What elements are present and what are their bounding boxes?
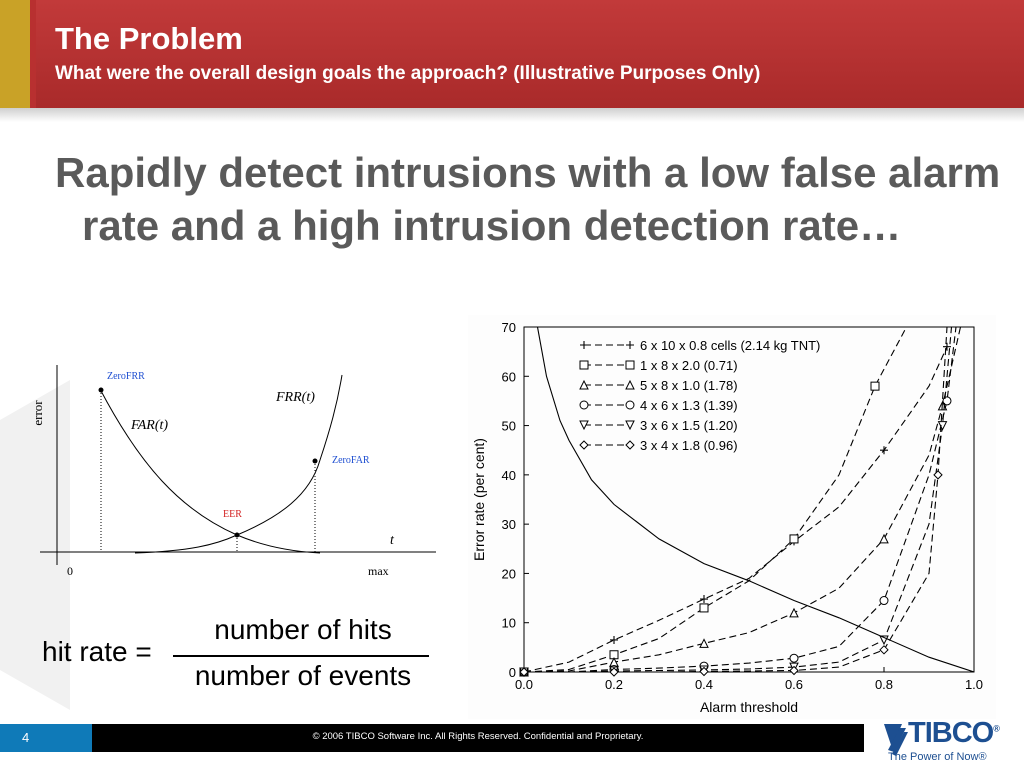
- x-tick-label: 0.4: [695, 677, 713, 692]
- series-line-5: [524, 327, 953, 672]
- y-tick-label: 10: [502, 616, 516, 631]
- frr-label: FRR(t): [275, 390, 315, 405]
- title-bar-shadow: [0, 108, 1024, 122]
- eer-point: [234, 532, 240, 538]
- legend-marker-1: [626, 341, 634, 349]
- legend-label-5: 3 x 6 x 1.5 (1.20): [640, 418, 738, 433]
- series-4-marker: [789, 653, 799, 663]
- legend-marker-4: [625, 400, 635, 410]
- series-3-marker: [789, 607, 799, 618]
- series-line-3: [524, 327, 962, 672]
- x-axis-title: Alarm threshold: [700, 699, 798, 715]
- watermark-logo: [0, 380, 70, 710]
- series-6-marker: [519, 667, 529, 677]
- zerofrr-label: ZeroFRR: [107, 371, 145, 382]
- legend-label-3: 5 x 8 x 1.0 (1.78): [640, 378, 738, 393]
- x-tick-label: 0.0: [515, 677, 533, 692]
- series-1-marker: [610, 635, 618, 644]
- frr-curve: [134, 374, 343, 554]
- legend-marker-2: [579, 360, 589, 370]
- copyright-text: © 2006 TIBCO Software Inc. All Rights Re…: [312, 731, 644, 742]
- zerofrr-point: [98, 387, 104, 393]
- series-6-marker: [879, 645, 889, 655]
- legend-marker-6: [579, 440, 589, 450]
- formula-lhs: hit rate =: [42, 636, 152, 667]
- series-1-marker: [880, 446, 888, 455]
- title-bar-accent: [0, 0, 30, 108]
- formula-denominator: number of events: [194, 660, 412, 691]
- series-2-marker: [789, 534, 799, 544]
- hit-rate-formula: hit rate = number of hits number of even…: [40, 610, 440, 700]
- formula-numerator: number of hits: [214, 614, 392, 645]
- series-4-marker: [879, 596, 889, 606]
- series-6-marker: [933, 470, 943, 480]
- far-curve: [99, 388, 321, 554]
- series-line-4: [524, 327, 957, 672]
- y-tick-label: 0: [509, 665, 516, 680]
- series-6-marker: [699, 666, 709, 677]
- series-line-7: [536, 327, 974, 672]
- plot-frame: [523, 326, 975, 673]
- x-tick-label: 1.0: [965, 677, 983, 692]
- legend-marker-2: [625, 360, 635, 370]
- footer-bar: [0, 724, 864, 752]
- x-tick-label: 0.6: [785, 677, 803, 692]
- x-origin-label: 0: [67, 564, 73, 578]
- legend-marker-4: [579, 400, 589, 410]
- x-tick-label: 0.8: [875, 677, 893, 692]
- slide-title: The Problem: [55, 21, 243, 56]
- zerofar-label: ZeroFAR: [332, 455, 370, 466]
- title-bar: [0, 0, 1024, 108]
- y-tick-label: 20: [502, 566, 516, 581]
- series-line-6: [524, 327, 948, 672]
- series-1-marker: [700, 595, 708, 604]
- fraction-bar: [173, 655, 429, 657]
- legend-marker-3: [579, 379, 589, 390]
- x-max-label: max: [368, 564, 389, 578]
- page-number-box: [0, 724, 92, 752]
- legend-marker-1: [580, 341, 588, 349]
- legend-label-2: 1 x 8 x 2.0 (0.71): [640, 358, 738, 373]
- series-2-marker: [699, 603, 709, 613]
- series-6-marker: [789, 665, 799, 676]
- bullet-point: Rapidly detect intrusions with a low fal…: [55, 149, 1001, 249]
- legend-label-4: 4 x 6 x 1.3 (1.39): [640, 398, 738, 413]
- legend-marker-5: [625, 420, 635, 431]
- series-5-marker: [937, 421, 948, 431]
- error-rate-chart: 0.0 0.2 0.4 0.6 0.8 1.0 0 10 20 30 40 50 60 70 Alarm t…: [468, 315, 996, 719]
- series-3-marker: [699, 638, 709, 648]
- series-2-marker: [870, 381, 880, 391]
- zerofar-point: [312, 458, 318, 464]
- y-tick-label: 60: [502, 369, 516, 384]
- brand-name: TIBCO®: [908, 717, 1000, 749]
- legend-label-6: 3 x 4 x 1.8 (0.96): [640, 438, 738, 453]
- series-6-marker: [609, 667, 619, 677]
- legend-marker-5: [579, 420, 589, 431]
- series-1-marker: [943, 342, 951, 351]
- y-axis-title: Error rate (per cent): [471, 438, 487, 561]
- t-axis-label: t: [390, 533, 395, 548]
- slide-subtitle: What were the overall design goals the a…: [55, 63, 761, 84]
- series-3-marker: [879, 533, 889, 544]
- y-tick-label: 70: [502, 320, 516, 335]
- title-bar-accent-stripe: [30, 0, 36, 108]
- series-line-1: [524, 346, 948, 672]
- page-number: 4: [22, 730, 30, 745]
- y-tick-label: 40: [502, 468, 516, 483]
- y-axis-label: error: [30, 400, 45, 426]
- brand-registered-mark: ®: [993, 723, 1000, 734]
- legend-marker-3: [625, 379, 635, 390]
- legend-marker-6: [625, 440, 635, 450]
- far-frr-diagram: error ZeroFRR FAR(t) FRR(t) ZeroFAR EER …: [30, 365, 436, 578]
- tibco-logo-mark: [884, 724, 908, 756]
- far-label: FAR(t): [130, 418, 168, 433]
- eer-label: EER: [223, 509, 242, 520]
- x-tick-label: 0.2: [605, 677, 623, 692]
- legend-label-1: 6 x 10 x 0.8 cells (2.14 kg TNT): [640, 338, 820, 353]
- series-line-2: [524, 327, 907, 672]
- y-tick-label: 50: [502, 419, 516, 434]
- brand-tagline: The Power of Now®: [888, 751, 987, 763]
- y-tick-label: 30: [502, 517, 516, 532]
